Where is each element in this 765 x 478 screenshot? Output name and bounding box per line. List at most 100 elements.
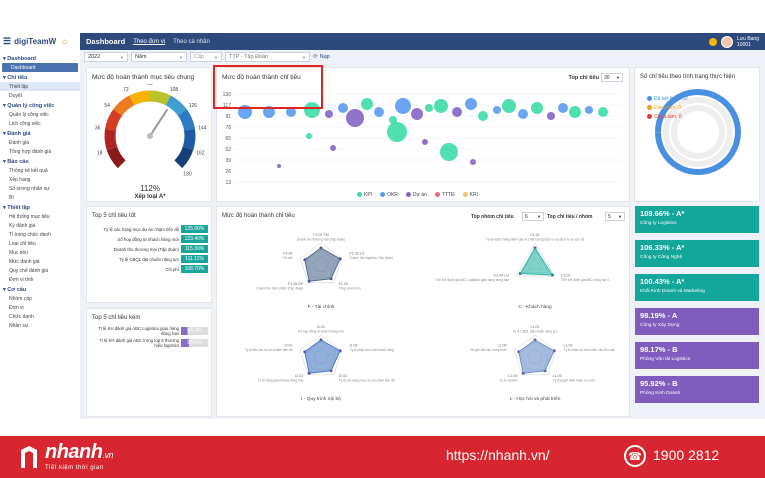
sidebar-item[interactable]: Nhóm cấp	[9, 295, 32, 302]
sidebar-item[interactable]: BI	[9, 194, 14, 201]
sidebar-item[interactable]: Kỳ đánh giá	[9, 222, 36, 229]
sidebar-item[interactable]: Hệ thống mục tiêu	[9, 213, 50, 220]
gauge-band	[182, 128, 196, 151]
ranking-unit-name: Phòng Vận tải Logistics	[640, 357, 691, 362]
legend-item[interactable]: KRI	[462, 192, 478, 198]
brand-logo[interactable]: digiTeamW	[14, 37, 57, 46]
ranking-card[interactable]: 95.92% - B Phòng Kinh Doanh	[635, 376, 759, 403]
per-group-select[interactable]: 5 ▼	[605, 212, 625, 221]
theme-toggle-icon[interactable]	[709, 37, 718, 46]
sidebar-item[interactable]: Tỉ trọng chức danh	[9, 231, 51, 238]
gauge-value: 112%	[140, 184, 160, 193]
footer-phone[interactable]: 1900 2812	[653, 447, 720, 463]
sidebar-section-heading[interactable]: ▾ Đánh giá	[3, 131, 31, 137]
top-indicators-select[interactable]: 30 ▼	[601, 73, 623, 82]
donut-track	[663, 97, 733, 167]
sidebar-section-heading[interactable]: ▾ Chỉ tiêu	[3, 75, 28, 81]
donut-ring-done	[655, 89, 741, 176]
legend-swatch	[434, 192, 440, 198]
footer-url[interactable]: https://nhanh.vn/	[446, 447, 550, 463]
y-tick-label: 26	[225, 169, 231, 175]
home-icon[interactable]: ⌂	[62, 37, 67, 46]
avatar[interactable]	[721, 35, 734, 48]
ranking-unit-name: Phòng Kinh Doanh	[640, 391, 681, 396]
y-tick-label: 117	[223, 103, 231, 109]
ranking-value: 98.19% - A	[640, 311, 678, 320]
sidebar-item[interactable]: Đơn vị	[9, 304, 24, 311]
sidebar-item[interactable]: Tổng hợp đánh giá	[9, 148, 52, 155]
sidebar-section-heading[interactable]: ▾ Thiết lập	[3, 205, 30, 211]
sidebar-item[interactable]: Lịch công việc	[9, 120, 41, 127]
ranking-value: 106.33% - A*	[640, 243, 685, 252]
sidebar-item[interactable]: Duyệt	[9, 92, 23, 99]
sidebar-item[interactable]: Nhân sự	[9, 322, 29, 329]
bubble-point	[425, 104, 433, 112]
group-select[interactable]: 6 ▼	[522, 212, 544, 221]
sidebar-item[interactable]: Thiết lập	[0, 82, 80, 91]
sidebar-section-heading[interactable]: ▾ Báo cáo	[3, 159, 29, 165]
radar-axis-code: F2.02	[283, 252, 292, 256]
year-select[interactable]: 2022 ▼	[84, 52, 128, 62]
indicator-value: 111.11%	[181, 255, 208, 263]
sidebar-item[interactable]: Thống kê kết quả	[9, 167, 48, 174]
ranking-card[interactable]: 98.19% - A Công ty Xây Dựng	[635, 308, 759, 335]
sidebar-item[interactable]: Đánh giá	[9, 139, 30, 146]
indicator-value: 125.00%	[181, 225, 208, 233]
filter-bar: 2022 ▼ Năm ▼ Cấp ▼ TTP - Tập Đoàn ▼ ⟳ Nạp	[84, 52, 330, 63]
bubble-point	[585, 106, 593, 114]
sidebar-item[interactable]: Loại chỉ tiêu	[9, 240, 36, 247]
sidebar-section-heading[interactable]: ▾ Cơ cấu	[3, 287, 27, 293]
legend-item[interactable]: KPI	[357, 192, 372, 198]
y-tick-label: 39	[225, 158, 231, 164]
top-bad-title: Top 5 chỉ tiêu kém	[92, 315, 141, 321]
indicator-label: Tỷ lệ các hạng mục dự án chậm tiến độ	[103, 226, 180, 232]
sidebar-section-heading[interactable]: ▾ Dashboard	[3, 56, 37, 62]
sidebar-item[interactable]: Xếp hạng	[9, 176, 31, 183]
sidebar-item[interactable]: Số lượng nhân sự	[9, 185, 50, 192]
ranking-card[interactable]: 100.43% - A* Khối Kinh Doanh và Marketing	[635, 274, 759, 301]
sidebar-section-heading[interactable]: ▾ Quản lý công việc	[3, 103, 55, 109]
y-tick-label: 52	[225, 147, 231, 153]
gauge-tick-label: 126	[189, 103, 198, 109]
sidebar-item[interactable]: Quản lý công việc	[9, 111, 49, 118]
per-group-label: Top chỉ tiêu / nhóm	[547, 214, 593, 220]
radar-grid	[515, 242, 555, 277]
radar-axis-label: Tỷ lệ các hạng mục dự án chậm tiến độ	[339, 378, 395, 382]
unit-select[interactable]: TTP - Tập Đoàn ▼	[225, 52, 310, 62]
bubble-point	[325, 110, 333, 118]
indicator-label: Tỉ lệ KH đánh giá ABC trong top 5 thương…	[99, 338, 179, 348]
tab-by-unit[interactable]: Theo đơn vị	[133, 38, 166, 45]
donut-legend-item: Đang làm: 0	[647, 104, 688, 113]
radar-chart-title: I - Quy trình nội bộ	[301, 396, 341, 402]
radar-area	[519, 247, 554, 276]
sidebar-item[interactable]: Đơn vị tính	[9, 276, 34, 283]
menu-icon[interactable]: ☰	[3, 36, 12, 46]
legend-item[interactable]: Dự án	[405, 192, 427, 198]
ranking-card[interactable]: 98.17% - B Phòng Vận tải Logistics	[635, 342, 759, 369]
reload-button[interactable]: ⟳ Nạp	[313, 54, 330, 60]
sidebar-item[interactable]: Mục tiêu	[9, 249, 28, 256]
legend-item[interactable]: TTTĐ	[434, 192, 455, 198]
radar-axis-code: F1.05 DP	[288, 282, 304, 286]
radar-card: Mức độ hoàn thành chỉ tiêu Top nhóm chỉ …	[216, 206, 630, 417]
donut-chart	[655, 89, 741, 176]
footer-tagline: Tiết kiệm thời gian	[45, 465, 104, 471]
ranking-card[interactable]: 106.33% - A* Công ty Công Nghệ	[635, 240, 759, 267]
donut-legend-item: Chưa làm: 0	[647, 113, 688, 122]
radar-axis-code: C2.04 LG	[494, 274, 510, 278]
sidebar-item[interactable]: Quy chế đánh giá	[9, 267, 49, 274]
tab-by-person[interactable]: Theo cá nhân	[173, 38, 210, 45]
ranking-card[interactable]: 108.66% - A* Công ty Logistics	[635, 206, 759, 233]
sidebar-item[interactable]: Mức đánh giá	[9, 258, 40, 265]
radar-axis-label: Tỷ lệ hàng giao không đúng hạn	[258, 378, 304, 382]
level-select[interactable]: Cấp ▼	[190, 52, 222, 62]
legend-item[interactable]: OKR	[380, 192, 398, 198]
gauge-card: Mức độ hoàn thành mục tiêu chung 18 36 54 7…	[86, 67, 212, 202]
top-good-row: Số họp đồng từ khách hàng mới 123.40%	[91, 235, 208, 243]
sidebar-item[interactable]: Chức danh	[9, 313, 34, 320]
top-good-row: Tỷ lệ CBQL đạt chuẩn năng lực 111.11%	[91, 255, 208, 263]
y-tick-label: 130	[223, 92, 232, 98]
sidebar-item[interactable]: Dashboard	[2, 63, 78, 72]
period-select[interactable]: Năm ▼	[131, 52, 187, 62]
